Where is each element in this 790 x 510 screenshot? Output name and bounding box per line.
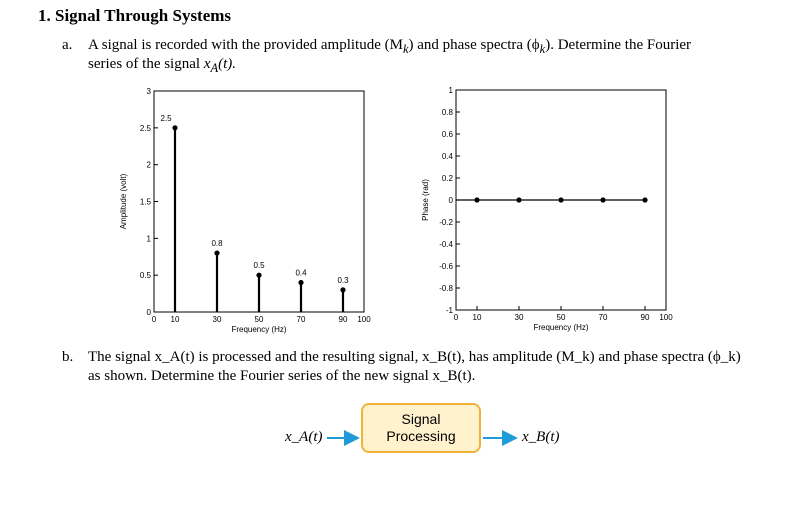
data-label: 0.4 xyxy=(295,269,307,278)
y-tick-label: -1 xyxy=(446,306,454,315)
y-tick-label: -0.2 xyxy=(439,218,453,227)
stem-marker xyxy=(516,197,522,203)
y-tick-label: -0.6 xyxy=(439,262,453,271)
signal-argument: (t). xyxy=(218,56,237,72)
x-tick-label: 100 xyxy=(659,313,673,322)
data-label: 0.5 xyxy=(253,261,265,270)
y-tick-label: 0.2 xyxy=(442,174,454,183)
signal-subscript: A xyxy=(210,61,219,75)
part-a-marker: a. xyxy=(62,37,73,53)
x-tick-label: 30 xyxy=(213,315,222,324)
y-tick-label: 0.4 xyxy=(442,152,454,161)
y-tick-label: 3 xyxy=(147,87,152,96)
part-a-line-1: A signal is recorded with the provided a… xyxy=(88,37,691,58)
signal-processing-box: Signal Processing xyxy=(361,403,481,453)
amplitude-subscript: k xyxy=(402,42,409,56)
part-b: b. The signal x_A(t) is processed and th… xyxy=(62,349,782,385)
box-line-2: Processing xyxy=(386,428,456,444)
x-tick-label: 50 xyxy=(557,313,566,322)
question-heading: 1. Signal Through Systems xyxy=(38,6,232,25)
box-line-1: Signal xyxy=(401,411,441,427)
x-tick-label: 0 xyxy=(152,315,157,324)
y-axis-label: Amplitude (volt) xyxy=(119,173,128,229)
phase-chart: -1-0.8-0.6-0.4-0.200.20.40.60.810 10 30 50 7… xyxy=(421,86,673,332)
stem-marker xyxy=(600,197,606,203)
part-a-text-3: ). Determine the Fourier xyxy=(545,37,692,53)
x-tick-label: 100 xyxy=(357,315,371,324)
x-tick-label: 90 xyxy=(641,313,650,322)
y-tick-label: -0.4 xyxy=(439,240,453,249)
part-a-text-4: series of the signal xyxy=(88,56,204,72)
x-tick-label: 50 xyxy=(255,315,264,324)
part-a-line-2: series of the signal xA(t). xyxy=(88,56,236,77)
stem-marker xyxy=(642,197,648,203)
stem-marker xyxy=(298,279,304,286)
data-label: 0.3 xyxy=(337,276,349,285)
x-tick-label: 90 xyxy=(339,315,348,324)
x-axis-label: Frequency (Hz) xyxy=(231,325,286,334)
x-axis-label: Frequency (Hz) xyxy=(533,323,588,332)
output-signal-label: x_B(t) xyxy=(522,429,560,445)
y-tick-label: 1 xyxy=(449,86,454,95)
part-b-line-1: The signal x_A(t) is processed and the r… xyxy=(88,349,741,365)
part-a: a. A signal is recorded with the provide… xyxy=(62,37,762,75)
part-a-text-2: ) and phase spectra (ϕ xyxy=(408,37,540,53)
y-tick-label: 0.5 xyxy=(140,271,152,280)
y-tick-label: 0 xyxy=(147,308,152,317)
input-signal-label: x_A(t) xyxy=(285,429,323,445)
y-tick-label: -0.8 xyxy=(439,284,453,293)
x-tick-label: 10 xyxy=(171,315,180,324)
y-axis-label: Phase (rad) xyxy=(421,179,430,221)
data-label: 2.5 xyxy=(160,114,172,123)
stem-marker xyxy=(474,197,480,203)
part-b-line-2: as shown. Determine the Fourier series o… xyxy=(88,368,476,384)
stem-marker xyxy=(214,250,220,256)
y-tick-label: 0.8 xyxy=(442,108,454,117)
y-tick-label: 0.6 xyxy=(442,130,454,139)
x-tick-label: 10 xyxy=(473,313,482,322)
y-tick-label: 2.5 xyxy=(140,124,152,133)
stem-marker xyxy=(558,197,564,203)
x-tick-label: 70 xyxy=(297,315,306,324)
y-tick-label: 2 xyxy=(147,161,152,170)
stem-marker xyxy=(172,125,178,131)
x-tick-label: 30 xyxy=(515,313,524,322)
y-tick-label: 0 xyxy=(449,196,454,205)
y-tick-label: 1.5 xyxy=(140,198,152,207)
part-b-marker: b. xyxy=(62,349,74,365)
stem-marker xyxy=(256,272,262,278)
phase-subscript: k xyxy=(539,42,546,56)
x-tick-label: 70 xyxy=(599,313,608,322)
part-a-text-1: A signal is recorded with the provided a… xyxy=(88,37,403,53)
data-label: 0.8 xyxy=(211,239,223,248)
signal-symbol: x xyxy=(203,56,211,72)
stem-marker xyxy=(340,287,346,293)
x-tick-label: 0 xyxy=(454,313,459,322)
y-tick-label: 1 xyxy=(147,234,152,243)
